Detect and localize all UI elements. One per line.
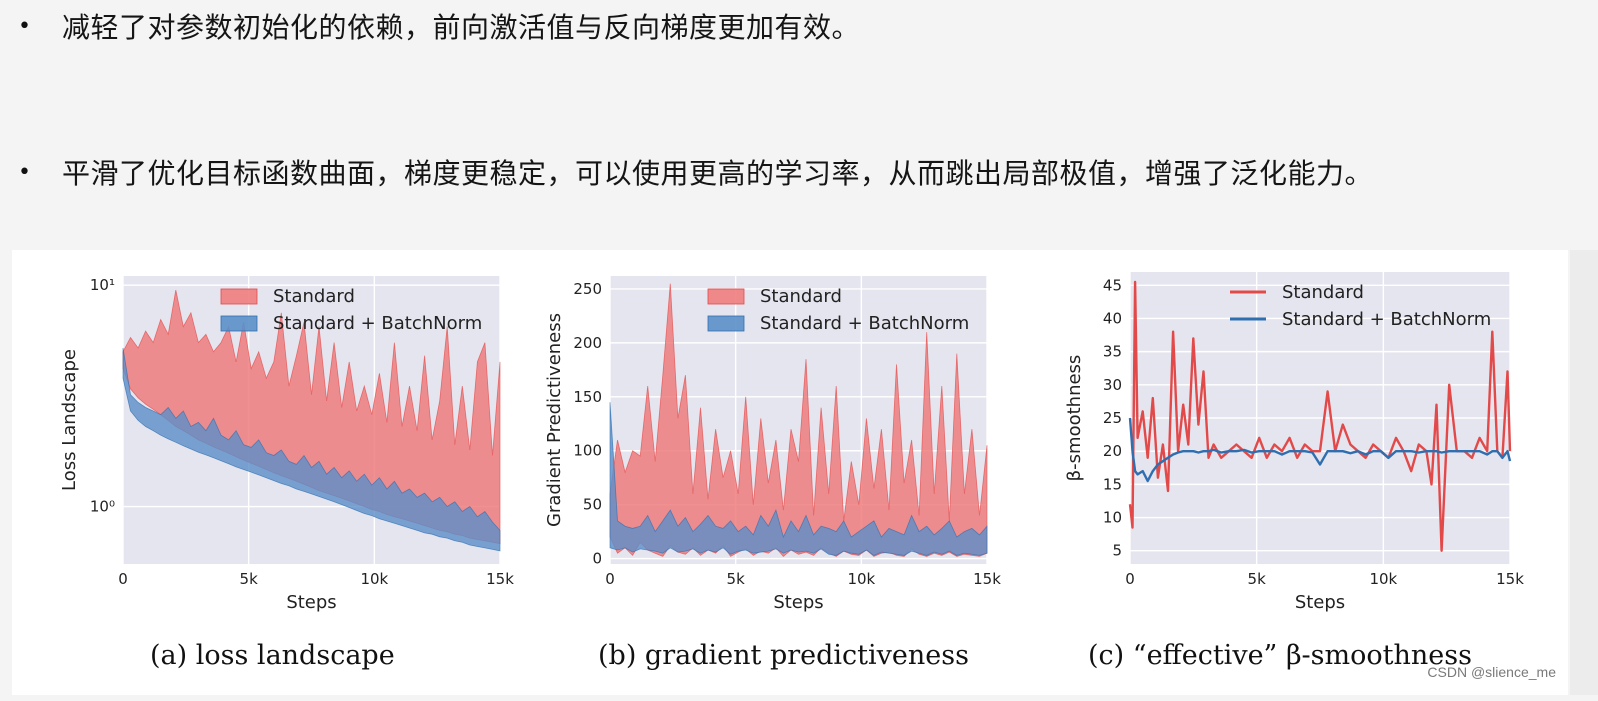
series-band-batchnorm xyxy=(609,402,988,556)
series-band-batchnorm xyxy=(122,347,501,552)
y-tick-label: 10⁰ xyxy=(90,498,115,516)
x-axis-label: Steps xyxy=(1295,592,1345,613)
y-axis-label: β-smoothness xyxy=(1064,355,1085,482)
y-axis-label: Gradient Predictiveness xyxy=(544,313,565,527)
y-tick-label: 40 xyxy=(1103,309,1122,327)
x-tick-label: 10k xyxy=(1369,570,1397,588)
slide-edge xyxy=(1570,250,1598,695)
y-tick-label: 50 xyxy=(583,496,602,514)
legend-label: Standard + BatchNorm xyxy=(760,313,969,334)
y-tick-label: 100 xyxy=(573,442,602,460)
y-tick-label: 15 xyxy=(1103,475,1122,493)
legend-label: Standard xyxy=(273,286,355,307)
series-line-batchnorm xyxy=(1128,417,1512,483)
y-tick-label: 45 xyxy=(1103,276,1122,294)
series-line-standard xyxy=(1128,280,1512,552)
y-tick-label: 5 xyxy=(1112,542,1122,560)
legend-label: Standard + BatchNorm xyxy=(1282,309,1491,330)
x-tick-label: 0 xyxy=(605,570,615,588)
x-tick-label: 5k xyxy=(727,570,746,588)
legend-swatch xyxy=(707,315,745,332)
bullet-dot: • xyxy=(18,13,31,39)
y-tick-label: 35 xyxy=(1103,343,1122,361)
y-tick-label: 0 xyxy=(592,550,602,568)
bullet-text-1: 减轻了对参数初始化的依赖，前向激活值与反向梯度更加有效。 xyxy=(62,11,861,44)
x-tick-label: 10k xyxy=(847,570,875,588)
x-tick-label: 5k xyxy=(1248,570,1267,588)
x-tick-label: 5k xyxy=(240,570,259,588)
caption-c: (c) “effective” β-smoothness xyxy=(1088,640,1472,671)
legend-swatch xyxy=(220,315,258,332)
legend-swatch xyxy=(220,288,258,305)
x-tick-label: 15k xyxy=(973,570,1001,588)
chart-beta-smoothness: 0 5k 10k 15k 5 10 15 20 25 30 35 40 45 Steps β-smoothn… xyxy=(1064,272,1524,613)
chart-gradient-predictiveness: 0 5k 10k 15k 0 50 100 150 200 250 Steps Gradient Pr… xyxy=(544,276,1001,613)
x-tick-label: 0 xyxy=(1125,570,1135,588)
legend-label: Standard + BatchNorm xyxy=(273,313,482,334)
x-axis-label: Steps xyxy=(773,592,823,613)
y-tick-label: 25 xyxy=(1103,409,1122,427)
x-tick-label: 0 xyxy=(118,570,128,588)
caption-a: (a) loss landscape xyxy=(150,640,395,671)
x-tick-label: 15k xyxy=(1496,570,1524,588)
bullet-text-2: 平滑了优化目标函数曲面，梯度更稳定，可以使用更高的学习率，从而跳出局部极值，增强… xyxy=(62,157,1374,190)
y-tick-label: 30 xyxy=(1103,376,1122,394)
chart-loss-landscape: 0 5k 10k 15k 10⁰ 10¹ Steps Loss Landscape Standa… xyxy=(59,276,514,613)
y-axis-label: Loss Landscape xyxy=(59,349,80,491)
bullet-item-1: • 减轻了对参数初始化的依赖，前向激活值与反向梯度更加有效。 xyxy=(18,6,860,46)
y-tick-label: 20 xyxy=(1103,442,1122,460)
y-tick-label: 10 xyxy=(1103,509,1122,527)
x-tick-label: 10k xyxy=(360,570,388,588)
legend-swatch xyxy=(707,288,745,305)
legend-label: Standard xyxy=(1282,282,1364,303)
y-tick-label: 150 xyxy=(573,388,602,406)
x-tick-label: 15k xyxy=(486,570,514,588)
y-tick-label: 250 xyxy=(573,280,602,298)
x-axis-label: Steps xyxy=(286,592,336,613)
legend-label: Standard xyxy=(760,286,842,307)
bullet-dot: • xyxy=(18,159,31,185)
caption-b: (b) gradient predictiveness xyxy=(598,640,969,671)
watermark: CSDN @slience_me xyxy=(1427,664,1556,680)
y-tick-label: 10¹ xyxy=(90,276,115,294)
y-tick-label: 200 xyxy=(573,334,602,352)
bullet-item-2: • 平滑了优化目标函数曲面，梯度更稳定，可以使用更高的学习率，从而跳出局部极值，… xyxy=(18,152,1373,192)
